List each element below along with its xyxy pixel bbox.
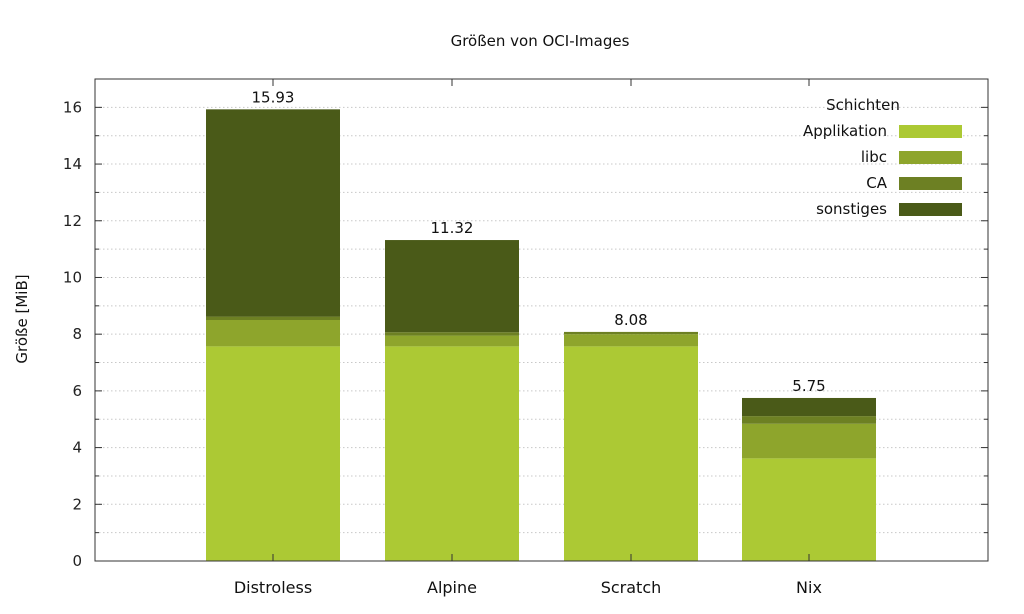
chart-title: Größen von OCI-Images	[451, 32, 630, 50]
bar-total-label: 8.08	[614, 311, 647, 329]
legend-swatch	[899, 177, 962, 190]
bars	[206, 109, 876, 561]
legend-swatch	[899, 125, 962, 138]
legend-label: libc	[861, 148, 887, 166]
y-tick-label: 4	[72, 439, 82, 457]
legend-title: Schichten	[826, 96, 900, 114]
x-tick-label: Scratch	[601, 578, 662, 597]
bar-segment-sonstiges	[385, 240, 519, 333]
bar-total-label: 11.32	[431, 219, 474, 237]
x-tick-label: Alpine	[427, 578, 477, 597]
legend-swatch	[899, 203, 962, 216]
bar-segment-applikation	[385, 346, 519, 561]
bar-segment-libc	[564, 334, 698, 347]
bar-segment-ca	[385, 332, 519, 336]
y-tick-label: 0	[72, 552, 82, 570]
bar-segment-libc	[206, 320, 340, 347]
y-tick-label: 14	[63, 155, 82, 173]
bar-segment-ca	[206, 316, 340, 320]
y-tick-label: 8	[72, 325, 82, 343]
total-labels: 15.93 11.32 8.08 5.75	[252, 88, 826, 395]
y-tick-label: 2	[72, 495, 82, 513]
bar-segment-applikation	[564, 346, 698, 561]
bar-total-label: 5.75	[792, 377, 825, 395]
bar-segment-libc	[385, 335, 519, 347]
legend-label: sonstiges	[816, 200, 887, 218]
bar-total-label: 15.93	[252, 88, 295, 106]
legend: Schichten Applikation libc CA sonstiges	[803, 96, 962, 218]
bar-segment-ca	[564, 331, 698, 335]
y-axis-label: Größe [MiB]	[13, 274, 31, 363]
legend-swatch	[899, 151, 962, 164]
plot-frame	[94, 78, 989, 562]
bar-segment-applikation	[742, 458, 876, 561]
y-tick-label: 12	[63, 212, 82, 230]
x-tick-label: Nix	[796, 578, 822, 597]
y-tick-label: 6	[72, 382, 82, 400]
y-tick-label: 16	[63, 98, 82, 116]
bar-segment-applikation	[206, 346, 340, 561]
y-tick-label: 10	[63, 268, 82, 286]
axes: Distroless Alpine Scratch Nix 0 2 4 6 8 10 12 14 16	[63, 78, 989, 597]
legend-label: Applikation	[803, 122, 887, 140]
bar-segment-sonstiges	[206, 109, 340, 317]
bar-segment-libc	[742, 423, 876, 459]
bar-segment-ca	[742, 416, 876, 424]
legend-label: CA	[866, 174, 887, 192]
bar-segment-sonstiges	[742, 397, 876, 417]
x-tick-label: Distroless	[234, 578, 312, 597]
